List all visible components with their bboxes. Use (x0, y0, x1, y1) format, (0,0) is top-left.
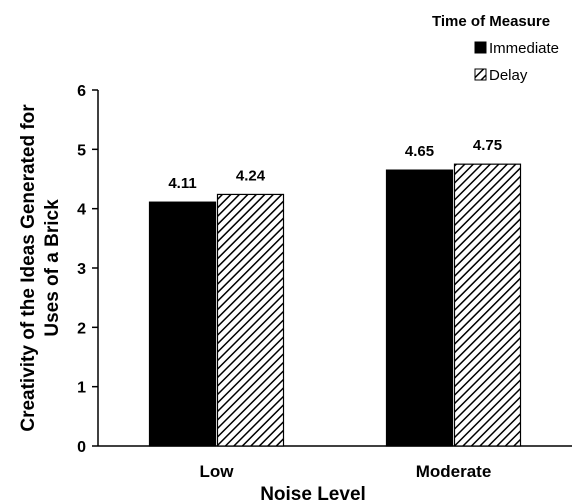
y-tick-label: 2 (77, 320, 86, 337)
y-tick-label: 6 (77, 83, 86, 100)
y-axis-title-line-2: Uses of a Brick (42, 199, 63, 337)
legend: Time of Measure Immediate Delay (432, 13, 559, 84)
bars (148, 163, 522, 447)
bar-immediate-moderate (385, 169, 454, 447)
legend-label-immediate: Immediate (489, 40, 559, 57)
x-tick-label: Moderate (416, 462, 492, 481)
y-axis-title: Creativity of the Ideas Generated for Us… (18, 104, 63, 432)
x-tick-label: Low (200, 462, 235, 481)
legend-title: Time of Measure (432, 13, 550, 30)
bar-immediate-low (148, 201, 217, 447)
legend-swatch-delay (474, 68, 487, 81)
y-tick-label: 4 (77, 202, 86, 219)
data-label: 4.75 (473, 137, 502, 154)
x-axis-title: Noise Level (260, 484, 366, 503)
data-label: 4.11 (168, 175, 196, 192)
y-tick-label: 5 (77, 142, 86, 159)
bar-delay-low (216, 193, 285, 447)
legend-label-delay: Delay (489, 67, 528, 84)
data-label: 4.24 (236, 167, 266, 184)
legend-swatch-immediate (474, 41, 487, 54)
data-label: 4.65 (405, 143, 434, 160)
bar-delay-moderate (453, 163, 522, 447)
category-labels: Low Moderate (200, 462, 492, 481)
y-tick-label: 1 (77, 380, 86, 397)
data-labels: 4.11 4.24 4.65 4.75 (168, 137, 502, 192)
y-tick-label: 0 (77, 439, 86, 456)
y-tick-label: 3 (77, 261, 86, 278)
y-axis-title-line-1: Creativity of the Ideas Generated for (18, 104, 39, 432)
y-axis-ticks: 0 1 2 3 4 5 6 (77, 83, 98, 456)
